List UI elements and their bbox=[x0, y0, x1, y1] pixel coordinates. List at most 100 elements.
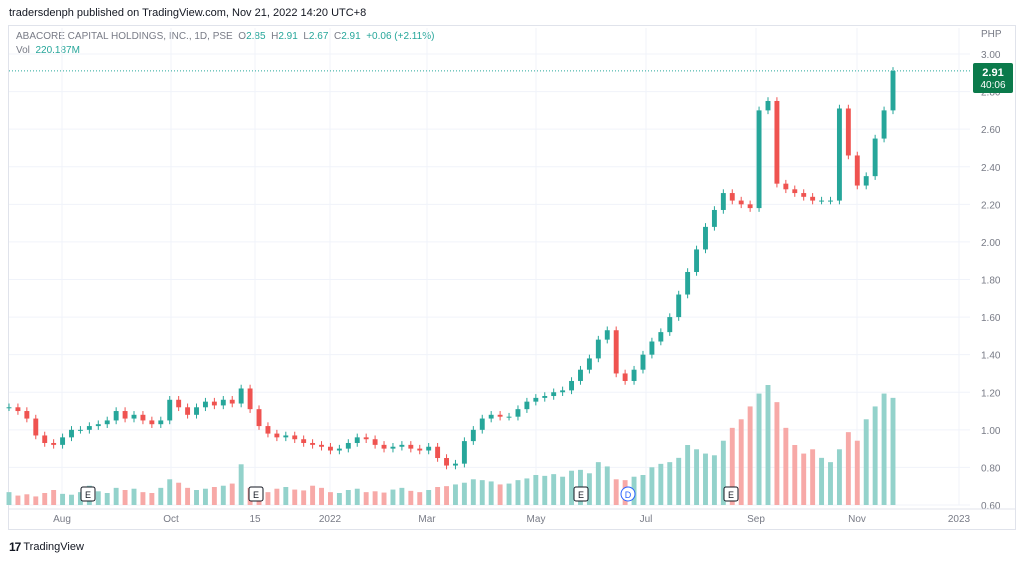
candle-body bbox=[194, 407, 199, 415]
candle-body bbox=[515, 409, 521, 417]
candle-body bbox=[444, 458, 449, 466]
volume-bar bbox=[354, 488, 360, 505]
volume-bar bbox=[444, 486, 449, 505]
candle-body bbox=[274, 433, 280, 438]
volume-bar bbox=[470, 479, 476, 505]
volume-bar bbox=[122, 490, 128, 505]
volume-bar bbox=[640, 475, 646, 505]
volume-bar bbox=[283, 487, 289, 505]
y-tick-label: 2.40 bbox=[981, 163, 1001, 174]
volume-bar bbox=[453, 484, 458, 505]
tradingview-logo[interactable]: 17 TradingView bbox=[9, 540, 84, 554]
volume-bar bbox=[104, 493, 110, 505]
candle-body bbox=[497, 414, 503, 417]
earnings-marker-label: E bbox=[728, 490, 734, 500]
candle-body bbox=[569, 380, 575, 391]
candle-body bbox=[488, 414, 494, 419]
y-tick-label: 0.60 bbox=[981, 501, 1001, 512]
candle-body bbox=[685, 271, 691, 295]
earnings-marker-icon bbox=[248, 486, 264, 502]
volume-bar bbox=[881, 393, 887, 505]
chart-frame bbox=[8, 25, 1016, 530]
volume-bar bbox=[51, 490, 57, 505]
volume-bar bbox=[399, 487, 405, 505]
candle-body bbox=[140, 414, 146, 421]
volume-bar bbox=[569, 470, 575, 505]
volume-bar bbox=[747, 406, 753, 505]
candle-body bbox=[69, 429, 74, 438]
earnings-marker-icon bbox=[80, 486, 96, 502]
candle-body bbox=[649, 341, 655, 355]
x-tick-label: Nov bbox=[848, 514, 866, 525]
volume-bar bbox=[711, 455, 717, 505]
candle-body bbox=[319, 444, 324, 447]
volume-bar bbox=[792, 445, 798, 505]
volume-value: 220.187M bbox=[35, 45, 80, 56]
candle-body bbox=[417, 448, 423, 451]
volume-bar bbox=[140, 492, 146, 505]
volume-bar bbox=[167, 479, 173, 505]
candle-body bbox=[399, 444, 405, 447]
volume-bar bbox=[461, 482, 467, 505]
candle-body bbox=[202, 401, 208, 408]
y-tick-label: 1.40 bbox=[981, 351, 1001, 362]
candle-body bbox=[810, 196, 816, 201]
symbol-title[interactable]: ABACORE CAPITAL HOLDINGS, INC., 1D, PSE bbox=[16, 31, 233, 42]
volume-bar bbox=[613, 479, 619, 505]
volume-bar bbox=[95, 491, 101, 505]
volume-bar bbox=[756, 393, 762, 505]
volume-bar bbox=[426, 490, 432, 505]
volume-bar bbox=[33, 496, 39, 505]
candle-body bbox=[613, 330, 619, 374]
candle-body bbox=[845, 108, 851, 156]
y-tick-label: 1.20 bbox=[981, 388, 1001, 399]
candle-body bbox=[792, 189, 798, 194]
candle-body bbox=[77, 429, 83, 431]
candle-body bbox=[336, 448, 342, 451]
candle-body bbox=[631, 369, 637, 381]
candle-body bbox=[310, 442, 316, 445]
candle-body bbox=[185, 407, 191, 415]
candle-body bbox=[158, 420, 164, 425]
volume-bar bbox=[488, 481, 494, 505]
candle-body bbox=[131, 414, 137, 419]
candle-body bbox=[229, 399, 235, 404]
volume-bar bbox=[194, 490, 199, 505]
volume-bar bbox=[60, 493, 66, 505]
volume-bar bbox=[676, 457, 682, 505]
candle-body bbox=[836, 108, 842, 201]
currency-label: PHP bbox=[981, 29, 1002, 40]
volume-bar bbox=[408, 490, 414, 505]
volume-bar bbox=[77, 492, 83, 505]
x-tick-label: 2023 bbox=[948, 514, 971, 525]
open-label: O bbox=[238, 31, 247, 42]
volume-bar bbox=[729, 427, 735, 505]
candle-body bbox=[211, 401, 217, 406]
y-tick-label: 2.00 bbox=[981, 238, 1001, 249]
candle-body bbox=[372, 439, 378, 445]
low-label: L bbox=[303, 31, 309, 42]
dividend-marker-icon bbox=[620, 486, 636, 502]
y-tick-label: 3.00 bbox=[981, 50, 1001, 61]
candle-body bbox=[506, 416, 512, 418]
earnings-marker-label: E bbox=[85, 490, 91, 500]
candle-body bbox=[711, 209, 717, 227]
change-value: +0.06 (+2.11%) bbox=[366, 31, 435, 42]
candle-body bbox=[533, 397, 539, 402]
candle-body bbox=[854, 155, 860, 186]
candle-body bbox=[560, 390, 566, 393]
ohlc-legend: ABACORE CAPITAL HOLDINGS, INC., 1D, PSE … bbox=[16, 31, 434, 42]
earnings-marker-icon bbox=[573, 486, 589, 502]
candle-body bbox=[479, 418, 485, 430]
candle-body bbox=[756, 110, 762, 209]
high-label: H bbox=[271, 31, 279, 42]
candle-body bbox=[622, 373, 628, 381]
candle-body bbox=[783, 183, 789, 190]
earnings-marker-label: E bbox=[578, 490, 584, 500]
volume-bar bbox=[310, 485, 316, 505]
price-badge: 2.91 40:06 bbox=[973, 63, 1013, 93]
candle-body bbox=[640, 354, 646, 370]
candle-body bbox=[470, 429, 476, 442]
candle-body bbox=[774, 100, 780, 184]
